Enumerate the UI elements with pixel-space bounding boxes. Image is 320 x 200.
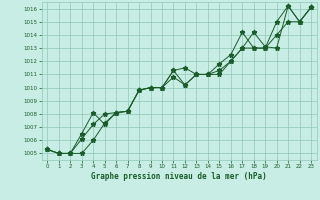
X-axis label: Graphe pression niveau de la mer (hPa): Graphe pression niveau de la mer (hPa) [91,172,267,181]
